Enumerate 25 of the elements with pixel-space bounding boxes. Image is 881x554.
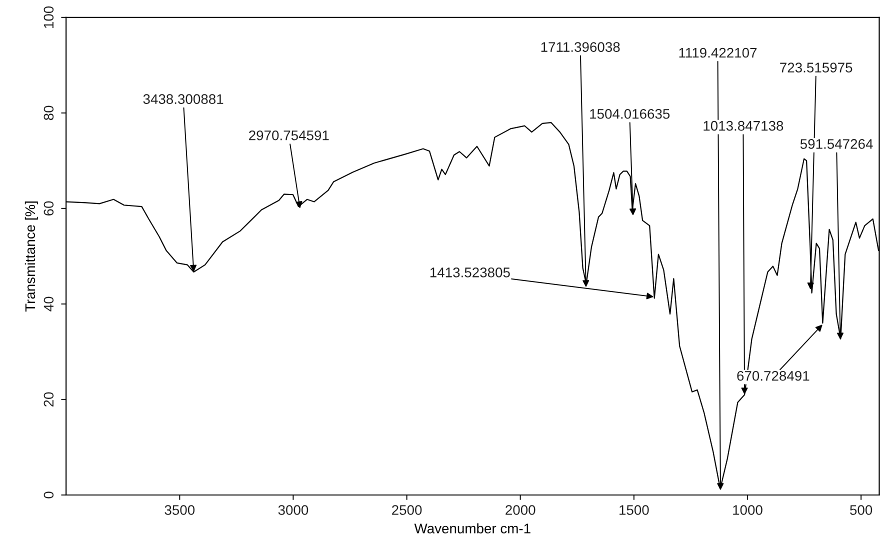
x-tick-label: 3000 <box>278 505 308 515</box>
y-tick-label: 100 <box>44 6 54 28</box>
y-axis-title: Transmittance [%] <box>24 202 38 312</box>
x-axis-title: Wavenumber cm-1 <box>414 523 530 534</box>
x-tick-label: 1000 <box>733 505 762 515</box>
annotation: 1013.847138 <box>704 120 784 131</box>
x-tick-label: 2500 <box>392 505 422 515</box>
annotation: 591.547264 <box>800 139 873 149</box>
y-tick-label: 60 <box>44 201 54 216</box>
annotation: 670.728491 <box>737 370 810 381</box>
annotation: 3438.300881 <box>143 94 224 104</box>
annotation: 2970.754591 <box>249 130 329 140</box>
x-tick-label: 1500 <box>620 505 649 515</box>
y-tick-label: 40 <box>44 296 54 312</box>
y-tick-label: 0 <box>44 492 54 498</box>
x-tick-label: 3500 <box>164 505 195 515</box>
x-tick-label: 2000 <box>506 505 536 515</box>
annotation: 723.515975 <box>780 62 852 72</box>
annotation: 1504.016635 <box>590 108 670 119</box>
y-tick-label: 80 <box>44 106 54 120</box>
x-tick-label: 500 <box>850 505 872 515</box>
annotation: 1413.523805 <box>430 268 510 278</box>
y-tick-label: 20 <box>44 392 54 407</box>
annotation: 1119.422107 <box>679 48 757 58</box>
annotation: 1711.396038 <box>541 42 620 52</box>
